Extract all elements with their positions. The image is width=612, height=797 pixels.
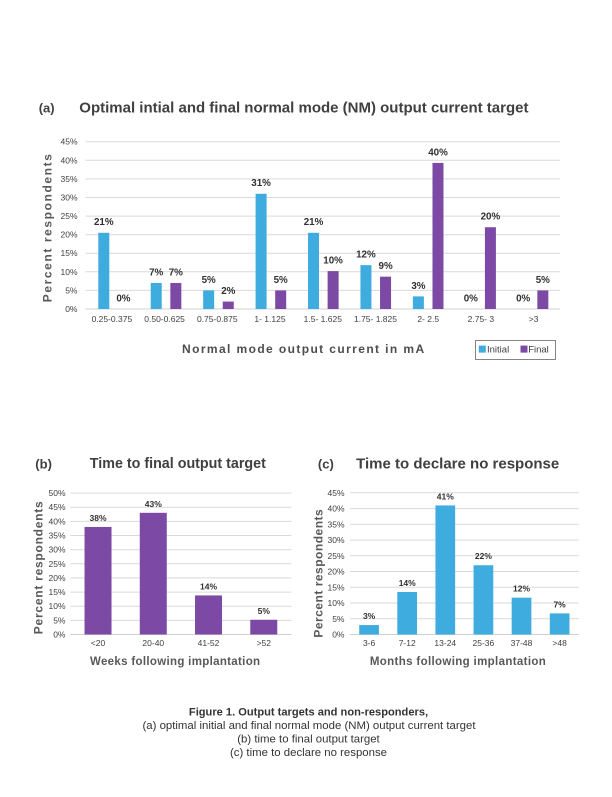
svg-text:14%: 14%: [399, 578, 416, 588]
svg-text:37-48: 37-48: [511, 638, 533, 648]
svg-text:30%: 30%: [60, 193, 77, 203]
svg-text:30%: 30%: [48, 545, 65, 555]
svg-text:35%: 35%: [60, 174, 77, 184]
svg-text:13-24: 13-24: [434, 638, 456, 648]
svg-text:7%: 7%: [169, 267, 183, 278]
svg-text:Initial: Initial: [487, 345, 509, 356]
svg-text:(c): (c): [318, 456, 334, 471]
svg-text:9%: 9%: [379, 261, 393, 272]
svg-text:31%: 31%: [251, 178, 271, 189]
svg-text:0.75-0.875: 0.75-0.875: [197, 314, 238, 324]
svg-text:25%: 25%: [48, 559, 65, 569]
svg-text:0.25-0.375: 0.25-0.375: [92, 314, 133, 324]
svg-text:10%: 10%: [323, 256, 343, 267]
svg-text:45%: 45%: [60, 137, 77, 147]
svg-text:40%: 40%: [48, 516, 65, 526]
svg-text:Weeks following implantation: Weeks following implantation: [90, 656, 260, 668]
svg-text:Percent respondents: Percent respondents: [31, 501, 45, 635]
svg-text:10%: 10%: [60, 267, 77, 277]
svg-text:20%: 20%: [48, 573, 65, 583]
svg-text:(b): (b): [35, 456, 52, 471]
svg-text:0%: 0%: [332, 630, 345, 640]
svg-text:1.75- 1.825: 1.75- 1.825: [354, 314, 397, 324]
svg-text:15%: 15%: [327, 582, 344, 592]
svg-text:2.75- 3: 2.75- 3: [468, 314, 495, 324]
svg-text:45%: 45%: [48, 502, 65, 512]
svg-text:5%: 5%: [536, 275, 550, 286]
svg-text:1- 1.125: 1- 1.125: [254, 314, 285, 324]
svg-text:12%: 12%: [513, 584, 530, 594]
svg-text:0%: 0%: [516, 293, 530, 304]
svg-text:Months following implantation: Months following implantation: [370, 656, 546, 668]
svg-text:5%: 5%: [274, 275, 288, 286]
svg-text:43%: 43%: [145, 499, 162, 509]
svg-text:2%: 2%: [221, 286, 235, 297]
svg-text:12%: 12%: [356, 250, 376, 261]
svg-text:Percent respondents: Percent respondents: [41, 153, 55, 303]
svg-text:Optimal intial and final norma: Optimal intial and final normal mode (NM…: [79, 100, 528, 117]
svg-text:5%: 5%: [65, 285, 78, 295]
svg-text:5%: 5%: [258, 606, 271, 616]
svg-text:3%: 3%: [411, 281, 425, 292]
svg-text:40%: 40%: [60, 155, 77, 165]
svg-text:Time to final output target: Time to final output target: [90, 456, 266, 472]
svg-text:0.50-0.625: 0.50-0.625: [144, 314, 185, 324]
svg-text:>52: >52: [257, 638, 272, 648]
svg-text:7-12: 7-12: [399, 638, 416, 648]
svg-text:0%: 0%: [53, 630, 66, 640]
svg-text:20%: 20%: [481, 212, 501, 223]
svg-text:41%: 41%: [437, 491, 454, 501]
svg-text:10%: 10%: [327, 598, 344, 608]
svg-text:Figure 1. Output targets and n: Figure 1. Output targets and non-respond…: [189, 707, 428, 719]
svg-text:30%: 30%: [327, 535, 344, 545]
svg-text:Time to declare no response: Time to declare no response: [356, 455, 559, 472]
svg-text:7%: 7%: [553, 599, 566, 609]
svg-text:22%: 22%: [475, 551, 492, 561]
svg-text:50%: 50%: [48, 488, 65, 498]
svg-text:3%: 3%: [363, 611, 376, 621]
svg-text:(a): (a): [39, 101, 55, 116]
svg-text:10%: 10%: [48, 601, 65, 611]
svg-text:15%: 15%: [48, 587, 65, 597]
svg-text:20-40: 20-40: [142, 638, 164, 648]
svg-text:0%: 0%: [464, 293, 478, 304]
svg-text:5%: 5%: [202, 275, 216, 286]
svg-text:20%: 20%: [327, 567, 344, 577]
svg-text:35%: 35%: [327, 519, 344, 529]
svg-text:25-36: 25-36: [473, 638, 495, 648]
svg-text:0%: 0%: [65, 304, 78, 314]
svg-text:38%: 38%: [89, 513, 106, 523]
svg-text:(c) time to declare no respons: (c) time to declare no response: [230, 747, 387, 759]
svg-text:15%: 15%: [60, 248, 77, 258]
svg-text:0%: 0%: [116, 293, 130, 304]
svg-text:3-6: 3-6: [363, 638, 376, 648]
svg-text:25%: 25%: [327, 551, 344, 561]
svg-text:21%: 21%: [304, 217, 324, 228]
svg-text:(a) optimal initial and final: (a) optimal initial and final normal mod…: [142, 720, 476, 732]
svg-text:21%: 21%: [94, 217, 114, 228]
svg-text:20%: 20%: [60, 230, 77, 240]
svg-text:40%: 40%: [327, 504, 344, 514]
svg-text:5%: 5%: [332, 614, 345, 624]
svg-text:40%: 40%: [428, 147, 448, 158]
svg-text:35%: 35%: [48, 531, 65, 541]
svg-text:1.5- 1.625: 1.5- 1.625: [304, 314, 343, 324]
svg-text:(b) time to final output targe: (b) time to final output target: [237, 734, 380, 746]
svg-text:>3: >3: [529, 314, 539, 324]
svg-text:25%: 25%: [60, 211, 77, 221]
svg-text:5%: 5%: [53, 615, 66, 625]
svg-text:45%: 45%: [327, 488, 344, 498]
svg-text:<20: <20: [91, 638, 106, 648]
svg-text:Final: Final: [528, 345, 549, 356]
svg-text:14%: 14%: [200, 581, 217, 591]
svg-text:7%: 7%: [149, 267, 163, 278]
svg-text:41-52: 41-52: [198, 638, 220, 648]
svg-text:Percent respondents: Percent respondents: [311, 509, 325, 638]
svg-text:>48: >48: [552, 638, 567, 648]
svg-text:2- 2.5: 2- 2.5: [417, 314, 439, 324]
svg-text:Normal mode output current in: Normal mode output current in mA: [182, 342, 425, 356]
